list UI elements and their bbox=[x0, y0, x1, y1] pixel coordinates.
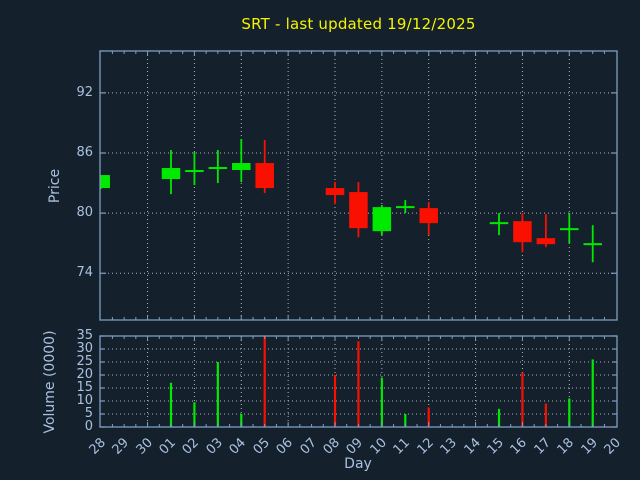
candle-day-11 bbox=[396, 200, 415, 214]
volume-tick-label: 0 bbox=[84, 419, 93, 434]
candle-body-day-16 bbox=[513, 221, 532, 243]
candlestick-series bbox=[100, 138, 602, 263]
volume-axis-label: Volume (0000) bbox=[42, 330, 58, 434]
candle-day-09 bbox=[349, 182, 368, 238]
candle-body-day-17 bbox=[536, 238, 556, 245]
volume-tick-label: 5 bbox=[84, 406, 93, 421]
volume-bar-day-03 bbox=[216, 362, 219, 427]
volume-bar-day-17 bbox=[544, 403, 547, 427]
volume-bar-day-19 bbox=[591, 359, 594, 427]
volume-bar-day-02 bbox=[193, 402, 196, 427]
volume-bar-day-11 bbox=[404, 414, 407, 427]
candle-day-03 bbox=[208, 149, 228, 184]
candle-body-day-11 bbox=[396, 206, 415, 209]
candle-day-05 bbox=[255, 139, 274, 194]
price-tick-label: 92 bbox=[76, 84, 93, 100]
day-axis-label: Day bbox=[344, 456, 372, 472]
volume-tick-label: 15 bbox=[76, 380, 93, 395]
candle-day-10 bbox=[372, 205, 392, 236]
candle-body-day-19 bbox=[583, 243, 602, 246]
volume-tick-label: 30 bbox=[76, 341, 93, 356]
candle-body-day-15 bbox=[489, 222, 509, 225]
candle-day-18 bbox=[560, 213, 579, 244]
candle-body-day-09 bbox=[349, 192, 368, 229]
candle-body-day-04 bbox=[232, 163, 251, 171]
volume-series bbox=[169, 336, 594, 427]
volume-bar-day-10 bbox=[380, 377, 383, 427]
price-tick-label: 80 bbox=[76, 205, 93, 221]
volume-bar-day-04 bbox=[240, 414, 243, 427]
volume-bar-day-15 bbox=[497, 408, 501, 427]
candle-day-04 bbox=[232, 138, 251, 183]
volume-bar-day-05 bbox=[263, 336, 266, 427]
candle-day-28 bbox=[100, 175, 110, 190]
candle-day-17 bbox=[536, 214, 556, 248]
volume-bar-day-08 bbox=[333, 375, 337, 427]
volume-bar-day-12 bbox=[427, 407, 430, 427]
candle-body-day-05 bbox=[255, 163, 274, 189]
candle-body-day-08 bbox=[325, 188, 345, 196]
candle-body-day-28 bbox=[100, 175, 110, 189]
price-tick-label: 86 bbox=[76, 145, 93, 160]
volume-bar-day-09 bbox=[357, 341, 360, 427]
candle-day-02 bbox=[185, 151, 204, 186]
candle-body-day-18 bbox=[560, 228, 579, 231]
volume-tick-label: 20 bbox=[76, 367, 93, 382]
tick-marks bbox=[100, 51, 617, 428]
volume-bar-day-01 bbox=[169, 382, 173, 427]
candle-day-12 bbox=[419, 202, 438, 236]
candle-body-day-03 bbox=[208, 167, 228, 170]
price-tick-label: 74 bbox=[76, 265, 93, 281]
candle-day-19 bbox=[583, 225, 602, 263]
candle-day-15 bbox=[489, 213, 509, 236]
candle-body-day-01 bbox=[161, 168, 181, 180]
candle-body-day-10 bbox=[372, 207, 392, 232]
volume-tick-label: 35 bbox=[76, 328, 93, 343]
volume-bar-day-16 bbox=[521, 372, 524, 427]
volume-tick-label: 25 bbox=[76, 354, 93, 369]
candle-day-16 bbox=[513, 213, 532, 253]
candle-day-08 bbox=[325, 182, 345, 205]
candle-body-day-02 bbox=[185, 170, 204, 173]
gridlines bbox=[100, 51, 617, 427]
candle-day-01 bbox=[161, 149, 181, 195]
volume-bar-day-18 bbox=[568, 398, 571, 427]
chart-title: SRT - last updated 19/12/2025 bbox=[241, 15, 476, 33]
candle-body-day-12 bbox=[419, 208, 438, 224]
volume-tick-label: 10 bbox=[76, 393, 93, 408]
